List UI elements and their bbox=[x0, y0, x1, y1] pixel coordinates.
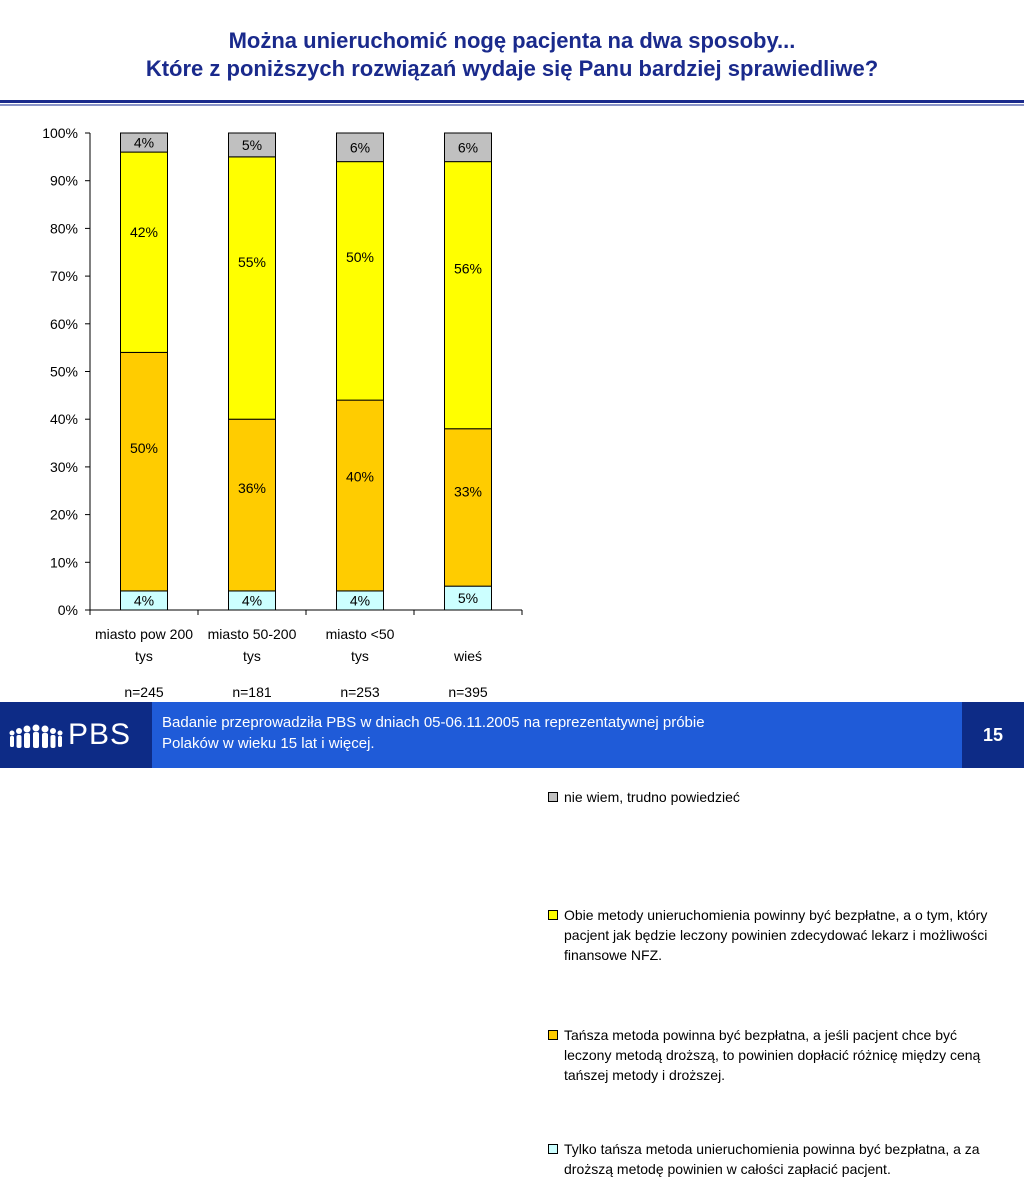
footer-note-line-1: Badanie przeprowadziła PBS w dniach 05-0… bbox=[162, 714, 705, 731]
sample-size-label: n=253 bbox=[340, 684, 380, 700]
x-tick-label: miasto 50-200 bbox=[208, 626, 297, 642]
legend-label: Tylko tańsza metoda unieruchomienia powi… bbox=[564, 1141, 980, 1177]
bar-segment bbox=[336, 161, 384, 401]
legend-swatch bbox=[548, 910, 558, 920]
footer: PBS Badanie przeprowadziła PBS w dniach … bbox=[0, 702, 1024, 768]
data-label: 6% bbox=[458, 139, 478, 155]
y-tick-label: 10% bbox=[50, 554, 78, 570]
x-tick-label: tys bbox=[351, 648, 369, 664]
data-label: 4% bbox=[350, 592, 370, 608]
data-label: 40% bbox=[346, 468, 374, 484]
data-label: 50% bbox=[130, 440, 158, 456]
bar-segment bbox=[228, 418, 276, 592]
data-label: 56% bbox=[454, 260, 482, 276]
bar-segment bbox=[120, 351, 168, 592]
y-tick-label: 70% bbox=[50, 268, 78, 284]
pbs-logo-text: PBS bbox=[68, 718, 132, 751]
footer-note-line-2: Polaków w wieku 15 lat i więcej. bbox=[162, 735, 375, 752]
y-tick-label: 80% bbox=[50, 220, 78, 236]
y-tick-label: 100% bbox=[42, 125, 78, 141]
people-icon bbox=[9, 724, 63, 748]
sample-size-label: n=395 bbox=[448, 684, 488, 700]
data-label: 55% bbox=[238, 254, 266, 270]
chart-area: 0% 10% 20% 30% 40% 50% 60% 70% 80% 90% 100% 4% 50% 42… bbox=[0, 110, 1024, 1177]
bar-segment bbox=[444, 161, 492, 430]
x-tick-label: tys bbox=[135, 648, 153, 664]
y-tick-label: 50% bbox=[50, 364, 78, 380]
bar-segment bbox=[120, 132, 168, 153]
stacked-bar-chart: 0% 10% 20% 30% 40% 50% 60% 70% 80% 90% 100% 4% 50% 42… bbox=[42, 125, 523, 700]
y-tick-label: 30% bbox=[50, 459, 78, 475]
data-label: 4% bbox=[242, 592, 262, 608]
legend-swatch bbox=[548, 792, 558, 802]
bar-segment bbox=[444, 428, 492, 587]
x-tick-label: wieś bbox=[453, 648, 482, 664]
title-rule-light bbox=[0, 104, 1024, 106]
title-rule-dark bbox=[0, 100, 1024, 103]
data-label: 6% bbox=[350, 139, 370, 155]
footer-note: Badanie przeprowadziła PBS w dniach 05-0… bbox=[152, 702, 962, 768]
x-tick-label: tys bbox=[243, 648, 261, 664]
bar-segment bbox=[336, 132, 384, 163]
pbs-logo: PBS bbox=[0, 702, 152, 768]
data-label: 50% bbox=[346, 249, 374, 265]
x-tick-label: miasto pow 200 bbox=[95, 626, 193, 642]
bar-segment bbox=[444, 132, 492, 163]
bar-segment bbox=[336, 399, 384, 592]
data-label: 33% bbox=[454, 484, 482, 500]
bar-segment bbox=[228, 156, 276, 420]
y-tick-label: 90% bbox=[50, 173, 78, 189]
data-label: 5% bbox=[458, 590, 478, 606]
legend-label: Tańsza metoda powinna być bezpłatna, a j… bbox=[564, 1027, 981, 1083]
x-tick-label: miasto <50 bbox=[326, 626, 395, 642]
legend-label: Obie metody unieruchomienia powinny być … bbox=[564, 907, 988, 963]
page-title-line-2: Które z poniższych rozwiązań wydaje się … bbox=[145, 56, 879, 81]
sample-size-label: n=245 bbox=[124, 684, 164, 700]
data-label: 36% bbox=[238, 480, 266, 496]
data-label: 5% bbox=[242, 137, 262, 153]
page-title-line-1: Można unieruchomić nogę pacjenta na dwa … bbox=[228, 28, 796, 53]
y-tick-label: 40% bbox=[50, 411, 78, 427]
page-number: 15 bbox=[982, 725, 1004, 745]
data-label: 42% bbox=[130, 224, 158, 240]
legend-swatch bbox=[548, 1030, 558, 1040]
data-label: 4% bbox=[134, 592, 154, 608]
sample-size-label: n=181 bbox=[232, 684, 272, 700]
y-tick-label: 0% bbox=[58, 602, 78, 618]
title-area: Można unieruchomić nogę pacjenta na dwa … bbox=[0, 0, 1024, 106]
data-label: 4% bbox=[134, 135, 154, 151]
legend-swatch bbox=[548, 1144, 558, 1154]
bar-segment bbox=[228, 132, 276, 158]
y-tick-label: 20% bbox=[50, 507, 78, 523]
legend-label: nie wiem, trudno powiedzieć bbox=[564, 789, 740, 805]
bar-segment bbox=[120, 151, 168, 353]
y-tick-label: 60% bbox=[50, 316, 78, 332]
